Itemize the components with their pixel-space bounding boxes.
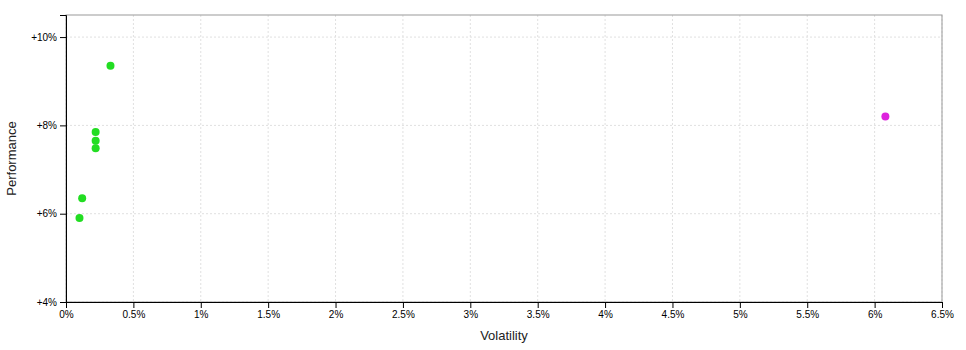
- x-axis-title: Volatility: [480, 328, 528, 343]
- marks: [75, 62, 889, 222]
- tick: 3%: [464, 302, 479, 320]
- grid-line: [66, 125, 942, 126]
- tick-mark: [60, 302, 66, 303]
- tick-label: 1.5%: [257, 309, 280, 320]
- tick-label: +6%: [37, 208, 57, 219]
- point: [881, 113, 889, 121]
- grid-line: [200, 15, 201, 302]
- grid-line: [739, 15, 740, 302]
- x-axis: 0% 0.5% 1% 1.5% 2% 2.5% 3% 3.5% 4% 4.5% 5% 5.5% 6% 6.…: [59, 302, 954, 320]
- series: [75, 62, 114, 222]
- tick: +6%: [37, 208, 66, 219]
- tick: 0%: [59, 302, 74, 320]
- tick-label: 3.5%: [527, 309, 550, 320]
- tick-mark: [60, 125, 66, 126]
- tick-mark: [807, 302, 808, 308]
- grid: [66, 15, 942, 302]
- tick-label: 6%: [868, 309, 883, 320]
- tick: +8%: [37, 120, 66, 131]
- plot-area: 0% 0.5% 1% 1.5% 2% 2.5% 3% 3.5% 4% 4.5% 5% 5.5% 6% 6.…: [31, 15, 954, 320]
- tick-mark: [875, 302, 876, 308]
- point: [92, 137, 100, 145]
- grid-line: [66, 213, 942, 214]
- tick-mark: [201, 302, 202, 308]
- tick: 2%: [329, 302, 344, 320]
- grid-line: [537, 15, 538, 302]
- point: [106, 62, 114, 70]
- grid-line: [470, 15, 471, 302]
- tick-label: 1%: [194, 309, 209, 320]
- tick-mark: [605, 302, 606, 308]
- tick-label: 0.5%: [122, 309, 145, 320]
- tick-label: +8%: [37, 120, 57, 131]
- grid-line: [672, 15, 673, 302]
- point: [75, 214, 83, 222]
- tick-mark: [942, 302, 943, 308]
- tick: 1.5%: [257, 302, 280, 320]
- tick: 6%: [868, 302, 883, 320]
- tick-mark: [672, 302, 673, 308]
- tick: +4%: [37, 297, 66, 308]
- tick-label: 5.5%: [796, 309, 819, 320]
- y-axis-title: Performance: [4, 121, 19, 195]
- tick-mark: [60, 214, 66, 215]
- tick-label: 2.5%: [392, 309, 415, 320]
- tick: 6.5%: [931, 302, 954, 320]
- chart: 0% 0.5% 1% 1.5% 2% 2.5% 3% 3.5% 4% 4.5% 5% 5.5% 6% 6.…: [0, 0, 966, 350]
- tick-label: 6.5%: [931, 309, 954, 320]
- tick: 4%: [598, 302, 613, 320]
- grid-line: [874, 15, 875, 302]
- point: [92, 128, 100, 136]
- grid-line: [402, 15, 403, 302]
- tick: +10%: [31, 32, 66, 43]
- tick: 5%: [733, 302, 748, 320]
- tick: 4.5%: [662, 302, 685, 320]
- tick: 3.5%: [527, 302, 550, 320]
- grid-line: [807, 15, 808, 302]
- tick: 5.5%: [796, 302, 819, 320]
- plot-frame: [66, 15, 942, 302]
- grid-line: [66, 37, 942, 38]
- tick-mark: [740, 302, 741, 308]
- grid-line: [605, 15, 606, 302]
- tick-label: +10%: [31, 32, 57, 43]
- tick-label: 3%: [464, 309, 479, 320]
- grid-line: [133, 15, 134, 302]
- tick-mark: [268, 302, 269, 308]
- tick-label: 0%: [59, 309, 74, 320]
- point: [78, 194, 86, 202]
- tick-mark: [60, 37, 66, 38]
- axis-line: [60, 16, 67, 303]
- grid-line: [268, 15, 269, 302]
- axis-line: [67, 303, 943, 309]
- tick: 1%: [194, 302, 209, 320]
- series: [881, 113, 889, 121]
- tick-label: 5%: [733, 309, 748, 320]
- tick-mark: [470, 302, 471, 308]
- tick: 2.5%: [392, 302, 415, 320]
- tick-label: 4.5%: [662, 309, 685, 320]
- tick-mark: [538, 302, 539, 308]
- y-axis: +4% +6% +8% +10%: [31, 16, 66, 308]
- tick-mark: [133, 302, 134, 308]
- tick-label: 2%: [329, 309, 344, 320]
- tick-mark: [403, 302, 404, 308]
- point: [92, 144, 100, 152]
- tick-mark: [336, 302, 337, 308]
- tick: 0.5%: [122, 302, 145, 320]
- tick-label: 4%: [598, 309, 613, 320]
- tick-label: +4%: [37, 297, 57, 308]
- grid-line: [335, 15, 336, 302]
